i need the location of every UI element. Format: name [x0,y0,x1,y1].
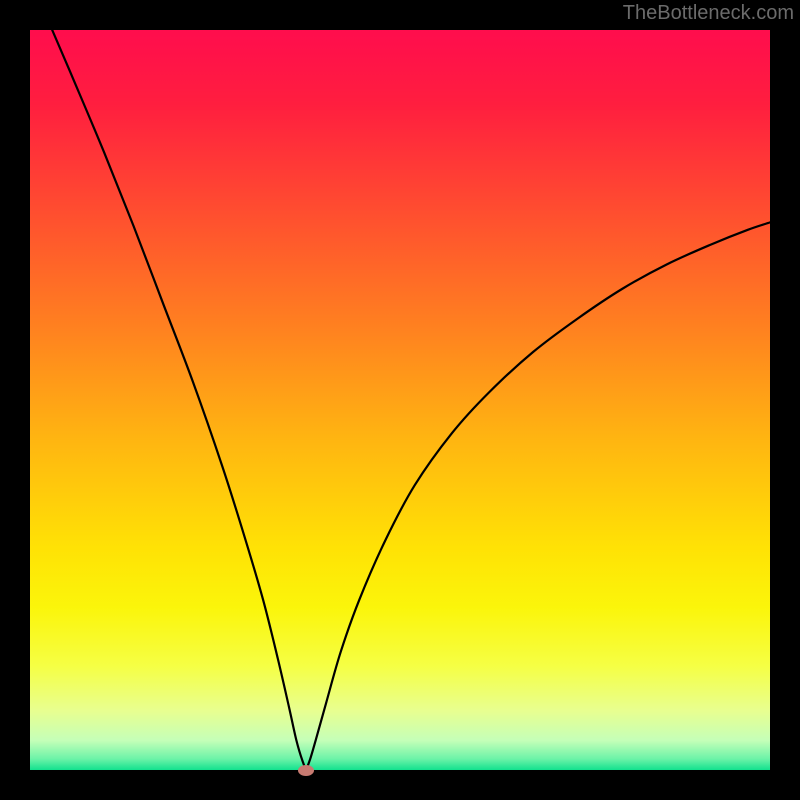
watermark-text: TheBottleneck.com [623,2,794,25]
plot-area [30,30,770,770]
min-marker [298,765,314,776]
bottleneck-curve [30,30,770,770]
curve-path [52,30,770,768]
